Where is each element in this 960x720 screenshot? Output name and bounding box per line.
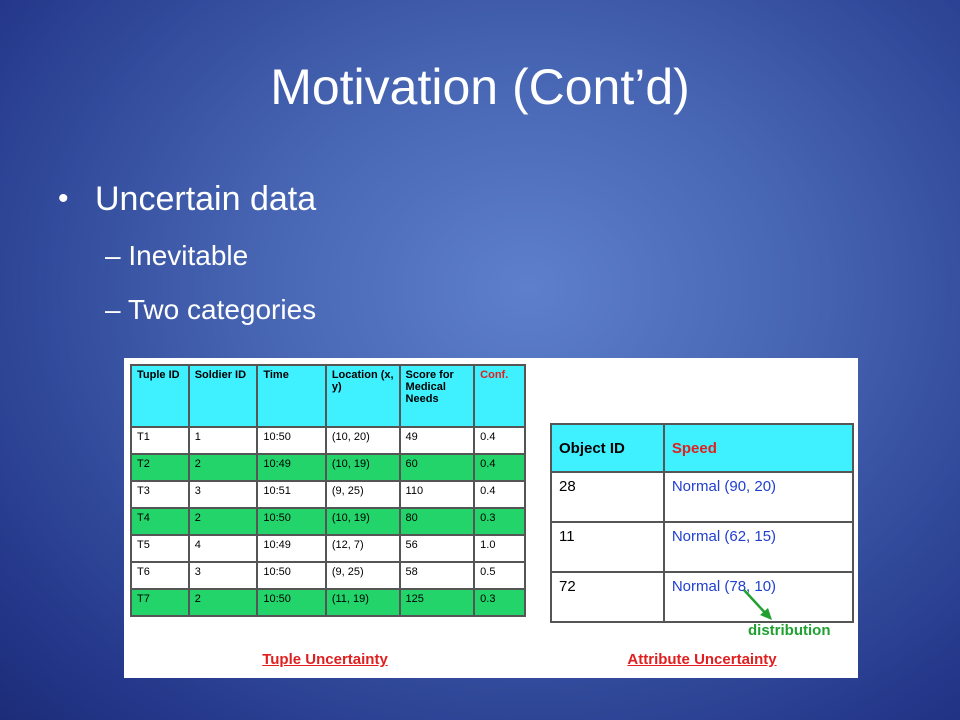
cell: 10:50 <box>256 426 327 455</box>
cell: 125 <box>398 588 476 617</box>
arrow-head <box>760 608 772 620</box>
bullet-dot: • <box>58 182 69 215</box>
cell: T4 <box>130 507 190 536</box>
header-cell: Conf. <box>473 364 526 428</box>
cell: Normal (78, 10) <box>662 571 855 623</box>
cell: 0.4 <box>473 426 526 455</box>
cell: (12, 7) <box>324 534 401 563</box>
cell: (10, 20) <box>324 426 401 455</box>
cell: 0.4 <box>473 480 526 509</box>
cell: 110 <box>398 480 476 509</box>
cell: 4 <box>187 534 259 563</box>
cell: 11 <box>550 521 665 573</box>
header-cell: Speed <box>662 423 855 473</box>
row: T5 4 10:49 (12, 7) 56 1.0 <box>130 534 526 563</box>
cell: T5 <box>130 534 190 563</box>
sub-bullet: – Two categories <box>105 294 317 325</box>
cell: T3 <box>130 480 190 509</box>
cell: (10, 19) <box>324 453 401 482</box>
cell: T1 <box>130 426 190 455</box>
cell: 0.3 <box>473 588 526 617</box>
cell: Normal (90, 20) <box>662 471 855 523</box>
figure: Tuple ID Soldier ID Time Location (x, y) Sco… <box>124 358 858 678</box>
cell: 28 <box>550 471 665 523</box>
header-cell: Location (x, y) <box>324 364 401 428</box>
cell: 2 <box>187 588 259 617</box>
tuple-table: Tuple ID Soldier ID Time Location (x, y) Sco… <box>130 364 526 617</box>
row: 72 Normal (78, 10) <box>550 571 855 623</box>
header-cell: Soldier ID <box>187 364 259 428</box>
cell: 10:51 <box>256 480 327 509</box>
cell: 1.0 <box>473 534 526 563</box>
attribute-table: Object ID Speed 28 Normal (90, 20) 11 Normal … <box>550 423 855 623</box>
cell: 3 <box>187 480 259 509</box>
header-cell: Time <box>256 364 327 428</box>
cell: (10, 19) <box>324 507 401 536</box>
row: T2 2 10:49 (10, 19) 60 0.4 <box>130 453 526 482</box>
cell: Normal (62, 15) <box>662 521 855 573</box>
annotation: distribution <box>748 622 831 639</box>
row: 28 Normal (90, 20) <box>550 471 855 523</box>
header-cell: Tuple ID <box>130 364 190 428</box>
sub-bullet: – Inevitable <box>105 240 249 271</box>
row: T6 3 10:50 (9, 25) 58 0.5 <box>130 561 526 590</box>
row: T1 1 10:50 (10, 20) 49 0.4 <box>130 426 526 455</box>
arrow <box>743 589 772 620</box>
cell: 56 <box>398 534 476 563</box>
cell: 2 <box>187 453 259 482</box>
cell: (11, 19) <box>324 588 401 617</box>
slide-title: Motivation (Cont’d) <box>270 59 690 115</box>
cell: 10:49 <box>256 534 327 563</box>
cell: 0.5 <box>473 561 526 590</box>
header-row: Object ID Speed <box>550 423 855 473</box>
bullet: Uncertain data <box>95 180 317 218</box>
header-row: Tuple ID Soldier ID Time Location (x, y) Sco… <box>130 364 526 428</box>
cell: 1 <box>187 426 259 455</box>
row: 11 Normal (62, 15) <box>550 521 855 573</box>
row: T4 2 10:50 (10, 19) 80 0.3 <box>130 507 526 536</box>
caption: Attribute Uncertainty <box>627 651 777 668</box>
cell: 10:50 <box>256 561 327 590</box>
cell: 2 <box>187 507 259 536</box>
cell: 10:50 <box>256 507 327 536</box>
cell: 60 <box>398 453 476 482</box>
header-cell: Object ID <box>550 423 665 473</box>
cell: T7 <box>130 588 190 617</box>
cell: T6 <box>130 561 190 590</box>
cell: 10:50 <box>256 588 327 617</box>
cell: T2 <box>130 453 190 482</box>
cell: 72 <box>550 571 665 623</box>
cell: 10:49 <box>256 453 327 482</box>
row: T3 3 10:51 (9, 25) 110 0.4 <box>130 480 526 509</box>
row: T7 2 10:50 (11, 19) 125 0.3 <box>130 588 526 617</box>
cell: 0.3 <box>473 507 526 536</box>
cell: 49 <box>398 426 476 455</box>
cell: 80 <box>398 507 476 536</box>
cell: 0.4 <box>473 453 526 482</box>
sub-bullet-text: Inevitable <box>128 240 249 271</box>
cell: (9, 25) <box>324 561 401 590</box>
cell: (9, 25) <box>324 480 401 509</box>
caption: Tuple Uncertainty <box>262 651 388 668</box>
header-cell: Score for Medical Needs <box>398 364 476 428</box>
cell: 58 <box>398 561 476 590</box>
sub-bullet-text: Two categories <box>127 294 317 325</box>
cell: 3 <box>187 561 259 590</box>
